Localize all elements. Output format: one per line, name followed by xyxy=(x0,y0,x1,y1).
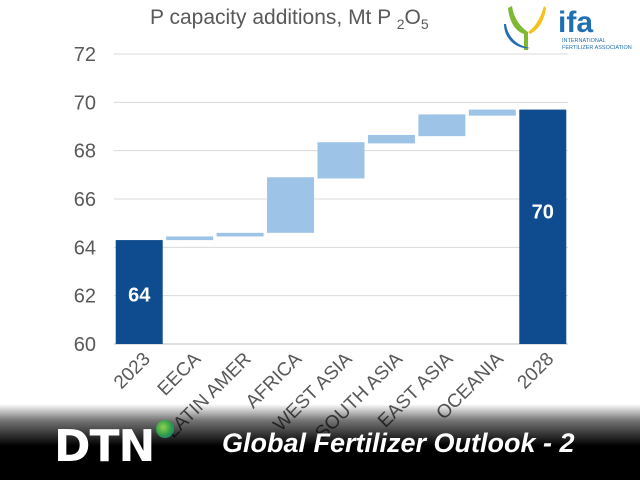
bar-data-label: 70 xyxy=(532,201,554,223)
ifa-logo-blue-arc xyxy=(504,24,530,49)
bar-data-label: 64 xyxy=(128,285,151,307)
y-tick-label: 60 xyxy=(74,334,96,356)
delta-bar xyxy=(367,134,415,144)
delta-bar xyxy=(468,109,516,116)
grid-layer xyxy=(114,53,568,345)
ifa-logo: ifa INTERNATIONAL FERTILIZER ASSOCIATION xyxy=(504,6,632,51)
y-tick-label: 62 xyxy=(74,286,96,308)
y-tick-label: 68 xyxy=(74,141,96,163)
delta-bar xyxy=(166,236,214,241)
delta-bar xyxy=(317,142,365,179)
banner-title: Global Fertilizer Outlook - 2 xyxy=(222,428,575,458)
x-category-label: 2023 xyxy=(110,349,155,394)
total-bar xyxy=(519,109,567,344)
y-tick-label: 72 xyxy=(74,44,96,66)
delta-bar xyxy=(216,232,264,237)
delta-bar xyxy=(418,114,466,137)
y-tick-label: 64 xyxy=(74,237,96,259)
dtn-logo-dot-icon xyxy=(156,420,174,438)
dtn-logo: DTN xyxy=(54,421,155,472)
ifa-logo-text: ifa xyxy=(558,6,593,39)
y-tick-label: 70 xyxy=(74,92,96,114)
chart-title: P capacity additions, Mt P 2O5 xyxy=(150,6,429,33)
footer-banner xyxy=(0,404,640,480)
total-bar xyxy=(115,240,163,344)
ifa-logo-sub1: INTERNATIONAL xyxy=(562,38,606,44)
delta-bar xyxy=(267,177,315,233)
ifa-logo-yellow-leaf xyxy=(528,6,546,34)
ifa-logo-green-leaf xyxy=(508,6,528,50)
y-tick-label: 66 xyxy=(74,189,96,211)
ifa-logo-sub2: FERTILIZER ASSOCIATION xyxy=(562,45,632,51)
x-category-label: 2028 xyxy=(514,349,559,394)
bar-layer xyxy=(115,109,567,344)
